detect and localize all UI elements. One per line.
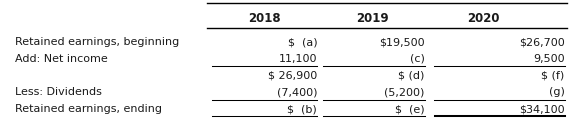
Text: 11,100: 11,100 xyxy=(279,54,317,64)
Text: 2018: 2018 xyxy=(249,12,281,25)
Text: 9,500: 9,500 xyxy=(533,54,565,64)
Text: (g): (g) xyxy=(549,87,565,97)
Text: $ (f): $ (f) xyxy=(541,71,565,81)
Text: $19,500: $19,500 xyxy=(379,37,425,47)
Text: $  (a): $ (a) xyxy=(288,37,317,47)
Text: $ (d): $ (d) xyxy=(399,71,425,81)
Text: $  (b): $ (b) xyxy=(288,104,317,114)
Text: $ 26,900: $ 26,900 xyxy=(268,71,317,81)
Text: $34,100: $34,100 xyxy=(519,104,565,114)
Text: 2019: 2019 xyxy=(356,12,389,25)
Text: Retained earnings, ending: Retained earnings, ending xyxy=(15,104,162,114)
Text: $26,700: $26,700 xyxy=(519,37,565,47)
Text: 2020: 2020 xyxy=(467,12,499,25)
Text: (7,400): (7,400) xyxy=(276,87,317,97)
Text: Retained earnings, beginning: Retained earnings, beginning xyxy=(15,37,179,47)
Text: $  (e): $ (e) xyxy=(395,104,425,114)
Text: Add: Net income: Add: Net income xyxy=(15,54,107,64)
Text: (5,200): (5,200) xyxy=(385,87,425,97)
Text: Less: Dividends: Less: Dividends xyxy=(15,87,101,97)
Text: (c): (c) xyxy=(410,54,425,64)
